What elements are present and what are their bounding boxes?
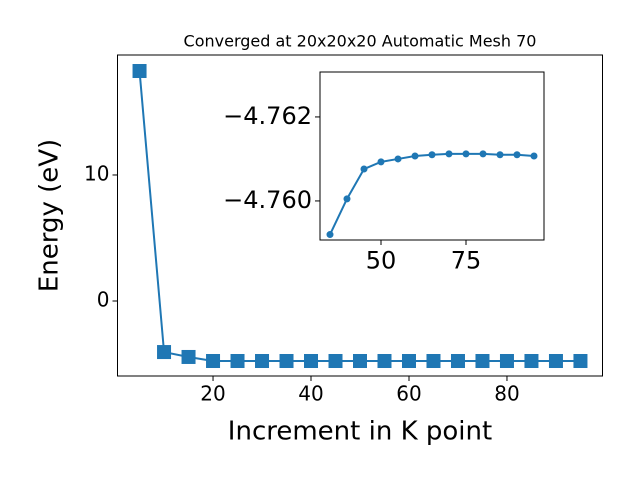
marker: [524, 354, 539, 369]
marker: [360, 165, 368, 173]
marker: [428, 151, 436, 159]
marker: [445, 150, 453, 158]
marker: [450, 354, 465, 369]
marker: [426, 354, 441, 369]
marker: [181, 349, 196, 364]
marker: [411, 152, 419, 160]
x-tick-label: 75: [451, 246, 482, 274]
marker: [513, 151, 521, 159]
marker: [157, 345, 172, 360]
marker: [230, 354, 245, 369]
marker: [377, 158, 385, 166]
y-tick-label: −4.760: [223, 186, 312, 214]
marker: [496, 151, 504, 159]
x-tick-label: 80: [494, 382, 519, 406]
chart-title: Converged at 20x20x20 Automatic Mesh 70: [184, 32, 537, 51]
x-tick-label: 20: [200, 382, 225, 406]
marker: [573, 354, 588, 369]
marker: [326, 231, 334, 239]
marker: [255, 354, 270, 369]
x-tick-label: 40: [298, 382, 323, 406]
marker: [132, 64, 147, 79]
marker: [462, 150, 470, 158]
marker: [530, 152, 538, 160]
y-axis-label: Energy (eV): [35, 139, 65, 292]
marker: [279, 354, 294, 369]
marker: [499, 354, 514, 369]
marker: [328, 354, 343, 369]
y-tick-label: 10: [84, 161, 109, 185]
marker: [377, 354, 392, 369]
marker: [206, 354, 221, 369]
marker: [343, 195, 351, 203]
marker: [548, 354, 563, 369]
marker: [401, 354, 416, 369]
marker: [353, 354, 367, 369]
x-tick-label: 60: [396, 382, 421, 406]
marker: [479, 150, 487, 158]
x-tick-label: 50: [366, 246, 397, 274]
marker: [304, 354, 319, 369]
y-tick-label: −4.762: [223, 102, 312, 130]
y-tick-label: 0: [97, 288, 110, 312]
x-axis-label: Increment in K point: [228, 417, 492, 447]
marker: [475, 354, 490, 369]
marker: [394, 155, 402, 163]
